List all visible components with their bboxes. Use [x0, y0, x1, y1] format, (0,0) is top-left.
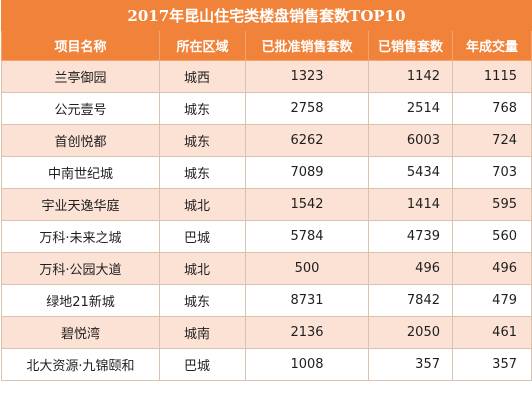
cell-annual-deals[interactable]: 595 — [452, 188, 532, 221]
cell-project-name[interactable]: 中南世纪城 — [1, 156, 160, 189]
cell-district[interactable]: 城南 — [159, 316, 246, 349]
cell-sold-units[interactable]: 7842 — [368, 284, 453, 317]
cell-approved-units[interactable]: 2136 — [245, 316, 369, 349]
table-row: 兰亭御园 城西 1323 1142 1115 — [1, 60, 532, 93]
cell-approved-units[interactable]: 1008 — [245, 348, 369, 381]
cell-project-name[interactable]: 万科·未来之城 — [1, 220, 160, 253]
cell-district[interactable]: 城北 — [159, 252, 246, 285]
cell-sold-units[interactable]: 2514 — [368, 92, 453, 125]
cell-project-name[interactable]: 兰亭御园 — [1, 60, 160, 93]
cell-district[interactable]: 巴城 — [159, 348, 246, 381]
cell-project-name[interactable]: 万科·公园大道 — [1, 252, 160, 285]
cell-district[interactable]: 城东 — [159, 92, 246, 125]
cell-approved-units[interactable]: 2758 — [245, 92, 369, 125]
cell-approved-units[interactable]: 500 — [245, 252, 369, 285]
cell-approved-units[interactable]: 6262 — [245, 124, 369, 157]
cell-annual-deals[interactable]: 560 — [452, 220, 532, 253]
cell-sold-units[interactable]: 1142 — [368, 60, 453, 93]
cell-project-name[interactable]: 碧悦湾 — [1, 316, 160, 349]
cell-project-name[interactable]: 北大资源·九锦颐和 — [1, 348, 160, 381]
header-project-name[interactable]: 项目名称 — [1, 30, 160, 61]
cell-sold-units[interactable]: 6003 — [368, 124, 453, 157]
cell-project-name[interactable]: 宇业天逸华庭 — [1, 188, 160, 221]
cell-district[interactable]: 城东 — [159, 124, 246, 157]
table-row: 首创悦都 城东 6262 6003 724 — [1, 124, 532, 157]
cell-annual-deals[interactable]: 461 — [452, 316, 532, 349]
cell-sold-units[interactable]: 1414 — [368, 188, 453, 221]
cell-district[interactable]: 城北 — [159, 188, 246, 221]
cell-annual-deals[interactable]: 1115 — [452, 60, 532, 93]
cell-project-name[interactable]: 绿地21新城 — [1, 284, 160, 317]
cell-project-name[interactable]: 首创悦都 — [1, 124, 160, 157]
cell-annual-deals[interactable]: 724 — [452, 124, 532, 157]
cell-approved-units[interactable]: 8731 — [245, 284, 369, 317]
cell-approved-units[interactable]: 1323 — [245, 60, 369, 93]
cell-sold-units[interactable]: 2050 — [368, 316, 453, 349]
cell-district[interactable]: 城西 — [159, 60, 246, 93]
header-annual-deals[interactable]: 年成交量 — [452, 30, 532, 61]
table-row: 碧悦湾 城南 2136 2050 461 — [1, 316, 532, 349]
cell-sold-units[interactable]: 4739 — [368, 220, 453, 253]
cell-sold-units[interactable]: 496 — [368, 252, 453, 285]
cell-annual-deals[interactable]: 357 — [452, 348, 532, 381]
table-row: 宇业天逸华庭 城北 1542 1414 595 — [1, 188, 532, 221]
cell-approved-units[interactable]: 5784 — [245, 220, 369, 253]
cell-district[interactable]: 城东 — [159, 284, 246, 317]
table-row: 万科·公园大道 城北 500 496 496 — [1, 252, 532, 285]
cell-sold-units[interactable]: 357 — [368, 348, 453, 381]
cell-annual-deals[interactable]: 703 — [452, 156, 532, 189]
cell-approved-units[interactable]: 1542 — [245, 188, 369, 221]
table-row: 绿地21新城 城东 8731 7842 479 — [1, 284, 532, 317]
cell-approved-units[interactable]: 7089 — [245, 156, 369, 189]
cell-district[interactable]: 城东 — [159, 156, 246, 189]
table-row: 万科·未来之城 巴城 5784 4739 560 — [1, 220, 532, 253]
table-row: 公元壹号 城东 2758 2514 768 — [1, 92, 532, 125]
cell-annual-deals[interactable]: 479 — [452, 284, 532, 317]
table-row: 中南世纪城 城东 7089 5434 703 — [1, 156, 532, 189]
table-title[interactable]: 2017年昆山住宅类楼盘销售套数TOP10 — [1, 0, 532, 31]
header-approved-units[interactable]: 已批准销售套数 — [245, 30, 369, 61]
table-row: 北大资源·九锦颐和 巴城 1008 357 357 — [1, 348, 532, 381]
header-row: 项目名称 所在区域 已批准销售套数 已销售套数 年成交量 — [1, 30, 532, 61]
header-district[interactable]: 所在区域 — [159, 30, 246, 61]
cell-district[interactable]: 巴城 — [159, 220, 246, 253]
cell-sold-units[interactable]: 5434 — [368, 156, 453, 189]
cell-annual-deals[interactable]: 768 — [452, 92, 532, 125]
cell-annual-deals[interactable]: 496 — [452, 252, 532, 285]
cell-project-name[interactable]: 公元壹号 — [1, 92, 160, 125]
sales-table: 2017年昆山住宅类楼盘销售套数TOP10 项目名称 所在区域 已批准销售套数 … — [1, 0, 532, 381]
title-row: 2017年昆山住宅类楼盘销售套数TOP10 — [1, 0, 532, 31]
header-sold-units[interactable]: 已销售套数 — [368, 30, 453, 61]
